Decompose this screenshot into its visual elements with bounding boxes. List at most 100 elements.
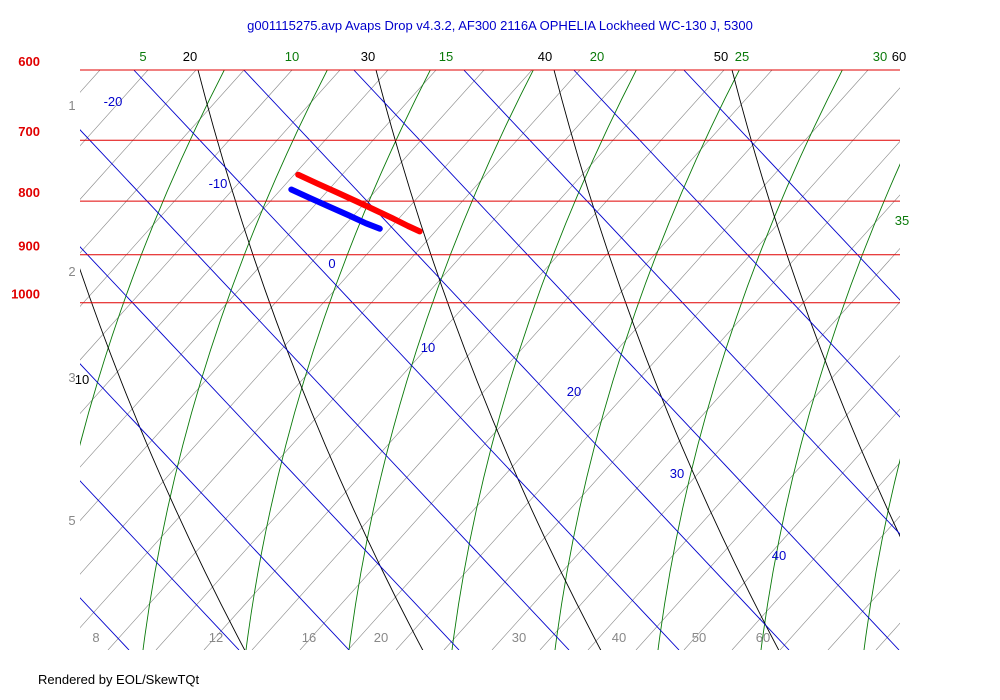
isotherm-label: -20 [104, 94, 123, 109]
mixing-ratio-line [539, 248, 900, 650]
mixing-ratio-line [80, 70, 581, 629]
mixing-ratio-label: 50 [692, 630, 706, 645]
isotherm-line [80, 597, 130, 650]
moist-adiabat-label: 25 [735, 49, 749, 64]
mixing-ratio-line [395, 87, 900, 650]
moist-adiabat-line [554, 70, 740, 650]
isobar-label: 800 [18, 185, 40, 200]
mixing-ratio-line [203, 70, 725, 650]
temperature-trace [295, 171, 423, 235]
mixing-ratio-line [80, 70, 437, 468]
mixing-ratio-line [491, 194, 900, 650]
mixing-ratio-label: 20 [374, 630, 388, 645]
mixing-ratio-label: 16 [302, 630, 316, 645]
mixing-ratio-line [635, 355, 900, 650]
moist-adiabat-line [348, 70, 534, 650]
mixing-ratio-line [80, 70, 389, 414]
isotherm-label: 0 [328, 256, 335, 271]
mixing-ratio-line [443, 140, 900, 650]
moist-adiabat-line [760, 163, 900, 650]
dewpoint-trace [288, 186, 383, 232]
dry-adiabat-label: 20 [183, 49, 197, 64]
mixing-ratio-line [80, 70, 485, 522]
chart-title: g001115275.avp Avaps Drop v4.3.2, AF300 … [247, 18, 753, 33]
mixing-ratio-label: 40 [612, 630, 626, 645]
isotherm-label: 20 [567, 384, 581, 399]
height-label: 2 [68, 264, 75, 279]
mixing-ratio-line [107, 70, 629, 650]
mixing-ratio-line [251, 70, 773, 650]
mixing-ratio-line [80, 70, 341, 361]
mixing-ratio-label: 60 [756, 630, 770, 645]
mixing-ratio-line [587, 301, 900, 650]
height-label: 1 [68, 98, 75, 113]
moist-adiabat-line [80, 70, 225, 447]
isotherm-label: 10 [421, 340, 435, 355]
dry-adiabat-label: 10 [75, 372, 89, 387]
mixing-ratio-line [80, 70, 245, 254]
dry-adiabat-label: 30 [361, 49, 375, 64]
moist-adiabat-label: 35 [895, 213, 909, 228]
dry-adiabat-line [80, 268, 246, 650]
mixing-ratio-line [731, 462, 900, 650]
mixing-ratio-line [0, 70, 4, 650]
moist-adiabat-label: 10 [285, 49, 299, 64]
mixing-ratio-label: 8 [92, 630, 99, 645]
mixing-ratio-line [299, 70, 821, 650]
mixing-ratio-line [80, 70, 149, 147]
mixing-ratio-line [347, 70, 869, 650]
mixing-ratio-line [0, 70, 52, 650]
dry-adiabat-line [731, 70, 900, 538]
moist-adiabat-line [863, 458, 900, 650]
isotherm-line [80, 480, 240, 650]
isotherm-line [353, 70, 900, 650]
isotherm-line [0, 70, 19, 650]
mixing-ratio-line [80, 70, 197, 200]
mixing-ratio-label: 12 [209, 630, 223, 645]
isotherm-line [463, 70, 900, 535]
dry-adiabat-line [375, 70, 602, 650]
moist-adiabat-line [657, 70, 843, 650]
isotherm-line [80, 246, 460, 650]
isobar-label: 900 [18, 239, 40, 254]
isobar-label: 700 [18, 124, 40, 139]
isotherm-line [80, 129, 570, 650]
isotherm-line [80, 363, 350, 650]
moist-adiabat-line [451, 70, 637, 650]
moist-adiabat-line [245, 70, 431, 650]
mixing-ratio-line [827, 569, 900, 650]
moist-adiabat-label: 20 [590, 49, 604, 64]
moist-adiabat-label: 30 [873, 49, 887, 64]
mixing-ratio-line [80, 70, 293, 307]
isotherm-label: 40 [772, 548, 786, 563]
isotherm-line [243, 70, 790, 650]
footer-credit: Rendered by EOL/SkewTQt [38, 672, 200, 687]
moist-adiabat-line [142, 70, 328, 650]
mixing-ratio-line [155, 70, 677, 650]
moist-adiabat-label: 15 [439, 49, 453, 64]
dry-adiabat-line [553, 70, 780, 650]
mixing-ratio-line [80, 70, 533, 575]
isotherm-label: 30 [670, 466, 684, 481]
moist-adiabat-label: 5 [139, 49, 146, 64]
isotherm-line [133, 70, 680, 650]
mixing-ratio-line [924, 70, 1000, 650]
isobar-label: 1000 [11, 287, 40, 302]
isobar-label: 600 [18, 54, 40, 69]
dry-adiabat-label: 40 [538, 49, 552, 64]
dry-adiabat-label: 60 [892, 49, 906, 64]
dry-adiabat-line [900, 30, 1000, 660]
mixing-ratio-label: 30 [512, 630, 526, 645]
height-label: 5 [68, 513, 75, 528]
mixing-ratio-line [80, 70, 101, 93]
dry-adiabat-label: 50 [714, 49, 728, 64]
height-label: 3 [68, 370, 75, 385]
mixing-ratio-line [875, 622, 900, 650]
isotherm-line [683, 70, 900, 301]
mixing-ratio-line [972, 70, 1000, 650]
isotherm-label: -10 [209, 176, 228, 191]
mixing-ratio-line [683, 408, 900, 650]
isotherm-line [573, 70, 900, 418]
dry-adiabat-line [197, 70, 424, 650]
